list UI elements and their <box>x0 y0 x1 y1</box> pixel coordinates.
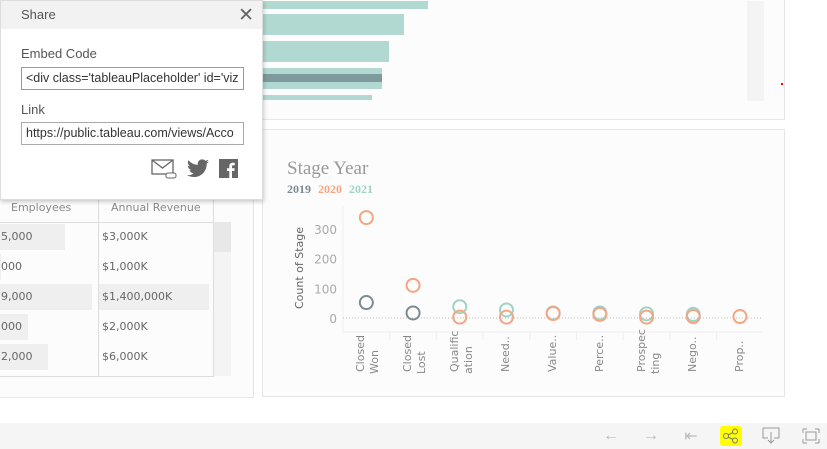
share-title: Share <box>21 7 56 22</box>
point-2020[interactable] <box>639 309 655 325</box>
table-row[interactable]: 2,000 $6,000K <box>0 344 214 372</box>
point-2021[interactable] <box>498 302 514 318</box>
legend: 2019 2020 2021 <box>287 182 373 197</box>
x-tick-label: ation <box>461 346 475 374</box>
point-2020[interactable] <box>405 277 421 293</box>
table-row[interactable]: 9,000 $1,400,000K <box>0 284 214 312</box>
chart-title: Stage Year <box>287 158 369 179</box>
employees-cell: 5,000 <box>1 230 33 243</box>
link-label: Link <box>21 102 45 117</box>
revenue-bar <box>99 284 209 310</box>
y-tick-label: 100 <box>314 282 337 296</box>
twitter-icon[interactable] <box>186 159 210 179</box>
bar[interactable] <box>263 14 404 35</box>
point-2020[interactable] <box>358 210 374 226</box>
revenue-cell: $6,000K <box>102 350 148 363</box>
employees-bar <box>0 344 48 370</box>
point-2020[interactable] <box>732 309 748 325</box>
redo-icon[interactable]: → <box>643 427 659 444</box>
table-row[interactable]: 000 $2,000K <box>0 314 214 342</box>
x-tick-label: Value.. <box>546 334 560 372</box>
employees-cell: 000 <box>1 320 22 333</box>
toolbar: ← → ⇤ <box>0 423 827 449</box>
point-2020[interactable] <box>545 306 561 322</box>
legend-2019[interactable]: 2019 <box>287 182 311 196</box>
revert-icon[interactable]: ⇤ <box>684 428 698 445</box>
point-2019[interactable] <box>405 305 421 321</box>
revenue-cell: $1,000K <box>102 260 148 273</box>
point-2021[interactable] <box>452 299 468 315</box>
revenue-cell: $1,400,000K <box>102 290 173 303</box>
table-row[interactable]: 000 $1,000K <box>0 254 214 282</box>
legend-2021[interactable]: 2021 <box>349 182 373 196</box>
divider <box>0 222 214 223</box>
point-2020[interactable] <box>452 309 468 325</box>
share-button[interactable] <box>720 426 742 446</box>
bar[interactable] <box>263 41 389 62</box>
column-header-employees[interactable]: Employees <box>11 201 72 214</box>
share-icon <box>723 428 738 444</box>
marker-dot <box>781 83 783 85</box>
employees-bar <box>0 224 65 250</box>
x-tick-label: Lost <box>415 351 429 374</box>
point-2020[interactable] <box>685 309 701 325</box>
x-tick-label: Won <box>368 350 382 374</box>
x-tick-label: Need.. <box>499 336 513 372</box>
top-chart-panel <box>254 0 785 120</box>
employees-bar <box>0 284 92 310</box>
download-icon[interactable] <box>760 426 782 446</box>
x-tick-label: Closed <box>401 335 415 372</box>
embed-code-label: Embed Code <box>21 46 97 61</box>
divider <box>0 376 214 377</box>
employees-cell: 9,000 <box>1 290 33 303</box>
x-tick-label: Prop.. <box>732 340 746 372</box>
x-tick-label: Qualific <box>447 330 461 372</box>
link-input[interactable]: https://public.tableau.com/views/Acco <box>21 122 244 145</box>
employees-bar <box>0 314 28 340</box>
x-tick-label: Closed <box>354 335 368 372</box>
table-row[interactable]: 5,000 $3,000K <box>0 224 214 252</box>
email-link-icon[interactable] <box>151 159 177 179</box>
revenue-cell: $2,000K <box>102 320 148 333</box>
share-dialog: Share ✕ Embed Code <div class='tableauPl… <box>0 0 263 200</box>
x-tick-label: ting <box>648 352 662 374</box>
embed-code-input[interactable]: <div class='tableauPlaceholder' id='viz <box>21 67 244 90</box>
point-2020[interactable] <box>498 309 514 325</box>
close-icon[interactable]: ✕ <box>238 5 254 26</box>
point-2020[interactable] <box>592 306 608 322</box>
column-header-annual-revenue[interactable]: Annual Revenue <box>111 201 201 214</box>
y-tick-label: 0 <box>329 312 337 326</box>
employees-bar <box>0 254 1 280</box>
divider <box>98 194 99 376</box>
y-tick-label: 200 <box>314 253 337 267</box>
scrollbar[interactable] <box>747 1 764 101</box>
legend-2020[interactable]: 2020 <box>318 182 342 196</box>
employees-cell: 000 <box>1 260 22 273</box>
point-2019[interactable] <box>358 295 374 311</box>
x-tick-label: Nego.. <box>686 336 700 372</box>
undo-icon[interactable]: ← <box>603 427 619 444</box>
fullscreen-icon[interactable] <box>800 426 822 446</box>
x-tick-label: Prospec <box>634 329 648 372</box>
divider <box>213 194 214 376</box>
bar[interactable] <box>263 95 372 100</box>
y-tick-label: 300 <box>314 223 337 237</box>
bar-highlight[interactable] <box>263 74 382 82</box>
scatter-panel <box>262 129 785 397</box>
facebook-icon[interactable] <box>219 159 238 178</box>
share-header: Share ✕ <box>1 1 262 29</box>
scrollbar[interactable] <box>214 222 231 376</box>
bar[interactable] <box>263 1 428 9</box>
employees-cell: 2,000 <box>1 350 33 363</box>
revenue-cell: $3,000K <box>102 230 148 243</box>
x-tick-label: Perce.. <box>592 334 606 372</box>
